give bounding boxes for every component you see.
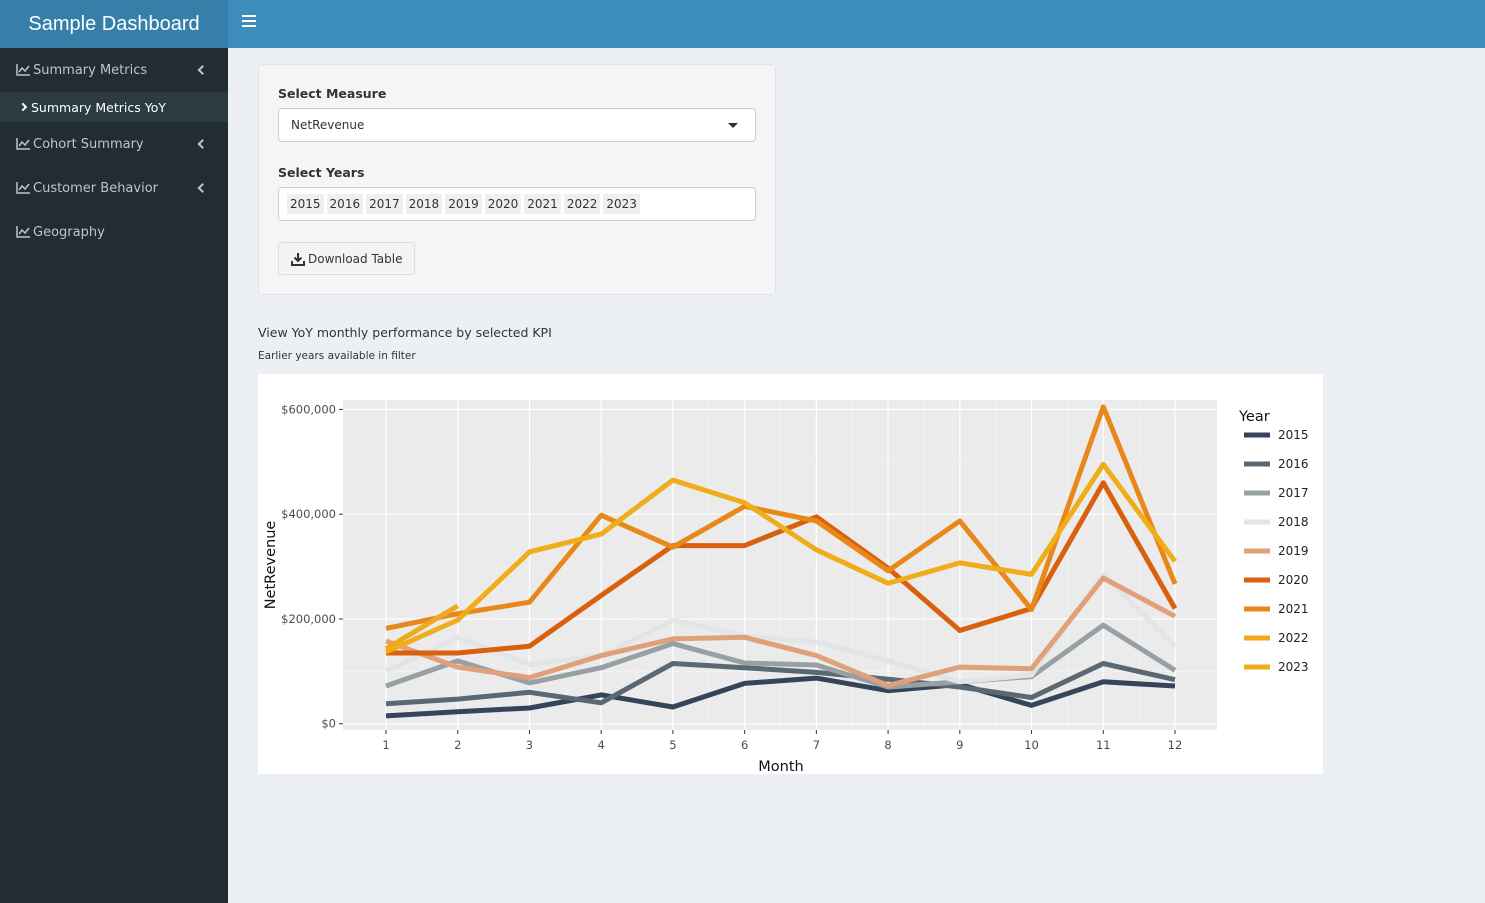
y-tick-label: $0 <box>321 717 336 731</box>
sidebar-item-customer-behavior[interactable]: Customer Behavior <box>0 166 228 210</box>
x-tick-label: 12 <box>1168 738 1183 752</box>
series-line-2017 <box>385 622 1177 690</box>
sidebar-item-geography[interactable]: Geography <box>0 210 228 254</box>
sidebar-item-label: Geography <box>33 224 105 240</box>
series-line-2020 <box>386 480 1178 656</box>
y-tick-label: $600,000 <box>281 402 336 416</box>
x-tick-label: 7 <box>813 738 820 752</box>
x-tick-label: 2 <box>454 738 461 752</box>
download-table-button[interactable]: Download Table <box>278 242 415 275</box>
series-line-2016 <box>385 661 1176 707</box>
years-label: Select Years <box>278 165 365 180</box>
line-chart-icon <box>16 138 30 150</box>
measure-select[interactable]: NetRevenue <box>278 108 756 142</box>
legend-label: 2015 <box>1278 428 1309 442</box>
series-line-2018 <box>384 571 1177 685</box>
sidebar-item-label: Summary Metrics YoY <box>31 99 166 115</box>
legend-label: 2023 <box>1278 660 1309 674</box>
series-line-2022 <box>384 603 459 651</box>
x-tick-label: 5 <box>669 738 676 752</box>
year-chip[interactable]: 2021 <box>524 194 561 214</box>
y-axis-title: NetRevenue <box>263 521 279 610</box>
y-tick-label: $400,000 <box>281 507 336 521</box>
filter-panel: Select Measure NetRevenue Select Years 2… <box>258 64 776 295</box>
chevron-right-icon <box>18 102 28 112</box>
chart-note: Earlier years available in filter <box>258 350 416 362</box>
series-line-2023 <box>384 461 1178 655</box>
series-line-2021 <box>385 404 1178 631</box>
legend-label: 2020 <box>1278 573 1309 587</box>
series-line-2019 <box>385 575 1177 688</box>
year-chip[interactable]: 2018 <box>405 194 443 214</box>
year-chip[interactable]: 2019 <box>445 194 482 214</box>
x-axis-title: Month <box>758 759 803 774</box>
sidebar-item-summary-metrics-yoy[interactable]: Summary Metrics YoY <box>0 92 228 122</box>
x-tick-label: 6 <box>741 738 748 752</box>
legend-label: 2017 <box>1278 486 1309 500</box>
line-chart-icon <box>16 226 30 238</box>
x-tick-label: 3 <box>526 738 533 752</box>
legend-label: 2016 <box>1278 457 1309 471</box>
sidebar-item-label: Customer Behavior <box>33 180 159 196</box>
sidebar-item-label: Cohort Summary <box>33 136 144 152</box>
x-tick-label: 9 <box>956 738 963 752</box>
caret-down-icon <box>728 123 738 128</box>
legend-label: 2021 <box>1278 602 1309 616</box>
yoy-chart: $0 $200,000 $400,000 $600,000 1 2 3 4 5 6 7 8 9 10 11 1… <box>258 374 1323 775</box>
year-chip[interactable]: 2020 <box>484 194 522 214</box>
years-multiselect[interactable]: 2015 2016 2017 2018 2019 2020 2021 2022 … <box>278 187 756 221</box>
chevron-left-icon <box>197 183 208 193</box>
chart-description: View YoY monthly performance by selected… <box>258 325 552 340</box>
x-tick-label: 8 <box>884 738 891 752</box>
legend-label: 2019 <box>1278 544 1309 558</box>
download-label: Download Table <box>308 251 403 266</box>
measure-label: Select Measure <box>278 86 387 101</box>
download-icon <box>291 252 305 266</box>
top-navbar <box>228 0 1485 48</box>
bars-icon[interactable] <box>242 15 256 33</box>
legend-title: Year <box>1238 409 1270 425</box>
line-chart-icon <box>16 64 30 76</box>
legend-label: 2022 <box>1278 631 1309 645</box>
legend-label: 2018 <box>1278 515 1309 529</box>
sidebar-item-label: Summary Metrics <box>33 62 148 78</box>
year-chip[interactable]: 2016 <box>326 194 364 214</box>
year-chip[interactable]: 2023 <box>603 194 640 214</box>
chevron-left-icon <box>197 65 208 75</box>
measure-select-value: NetRevenue <box>291 118 365 132</box>
app-title[interactable]: Sample Dashboard <box>0 0 228 48</box>
year-chip[interactable]: 2022 <box>563 194 601 214</box>
sidebar: Summary Metrics Summary Metrics YoY Coho… <box>0 48 228 903</box>
x-tick-label: 1 <box>382 738 389 752</box>
year-chip[interactable]: 2015 <box>287 194 324 214</box>
y-tick-label: $200,000 <box>281 612 336 626</box>
year-chip[interactable]: 2017 <box>366 194 403 214</box>
sidebar-item-cohort-summary[interactable]: Cohort Summary <box>0 122 228 166</box>
series-line-2015 <box>385 675 1176 719</box>
plot-background <box>343 400 1217 730</box>
x-tick-label: 11 <box>1096 738 1111 752</box>
line-chart-icon <box>16 182 30 194</box>
chevron-left-icon <box>197 139 208 149</box>
x-tick-label: 10 <box>1024 738 1039 752</box>
x-tick-label: 4 <box>598 738 605 752</box>
sidebar-item-summary-metrics[interactable]: Summary Metrics <box>0 48 228 92</box>
